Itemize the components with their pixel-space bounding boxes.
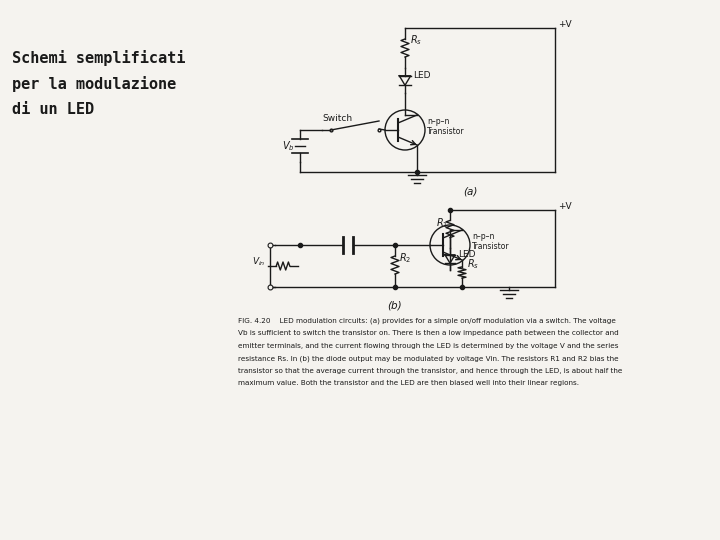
- Text: emitter terminals, and the current flowing through the LED is determined by the : emitter terminals, and the current flowi…: [238, 343, 618, 349]
- Text: FIG. 4.20    LED modulation circuits: (a) provides for a simple on/off modulatio: FIG. 4.20 LED modulation circuits: (a) p…: [238, 318, 616, 325]
- Text: $R_2$: $R_2$: [399, 251, 411, 265]
- Text: $R_1$: $R_1$: [436, 216, 449, 230]
- Text: Transistor: Transistor: [427, 127, 464, 136]
- Text: Switch: Switch: [322, 114, 352, 123]
- Text: per la modulazione: per la modulazione: [12, 76, 176, 92]
- Text: (b): (b): [387, 301, 402, 311]
- Text: $V_b$: $V_b$: [282, 139, 294, 153]
- Text: Vb is sufficient to switch the transistor on. There is then a low impedance path: Vb is sufficient to switch the transisto…: [238, 330, 618, 336]
- Text: n–p–n: n–p–n: [427, 117, 449, 126]
- Text: LED: LED: [458, 250, 475, 259]
- Text: di un LED: di un LED: [12, 102, 94, 117]
- Text: $R_s$: $R_s$: [410, 33, 422, 47]
- Text: maximum value. Both the transistor and the LED are then biased well into their l: maximum value. Both the transistor and t…: [238, 381, 579, 387]
- Text: $R_s$: $R_s$: [467, 258, 479, 271]
- Text: LED: LED: [413, 71, 431, 80]
- Text: n–p–n: n–p–n: [472, 232, 495, 241]
- Text: transistor so that the average current through the transistor, and hence through: transistor so that the average current t…: [238, 368, 622, 374]
- Text: (a): (a): [463, 186, 477, 196]
- Text: +V: +V: [558, 202, 572, 211]
- Text: Transistor: Transistor: [472, 242, 510, 251]
- Text: $V_{in}$: $V_{in}$: [252, 255, 266, 267]
- Text: resistance Rs. In (b) the diode output may be modulated by voltage Vin. The resi: resistance Rs. In (b) the diode output m…: [238, 355, 618, 362]
- Text: Schemi semplificati: Schemi semplificati: [12, 50, 185, 66]
- Text: +V: +V: [558, 20, 572, 29]
